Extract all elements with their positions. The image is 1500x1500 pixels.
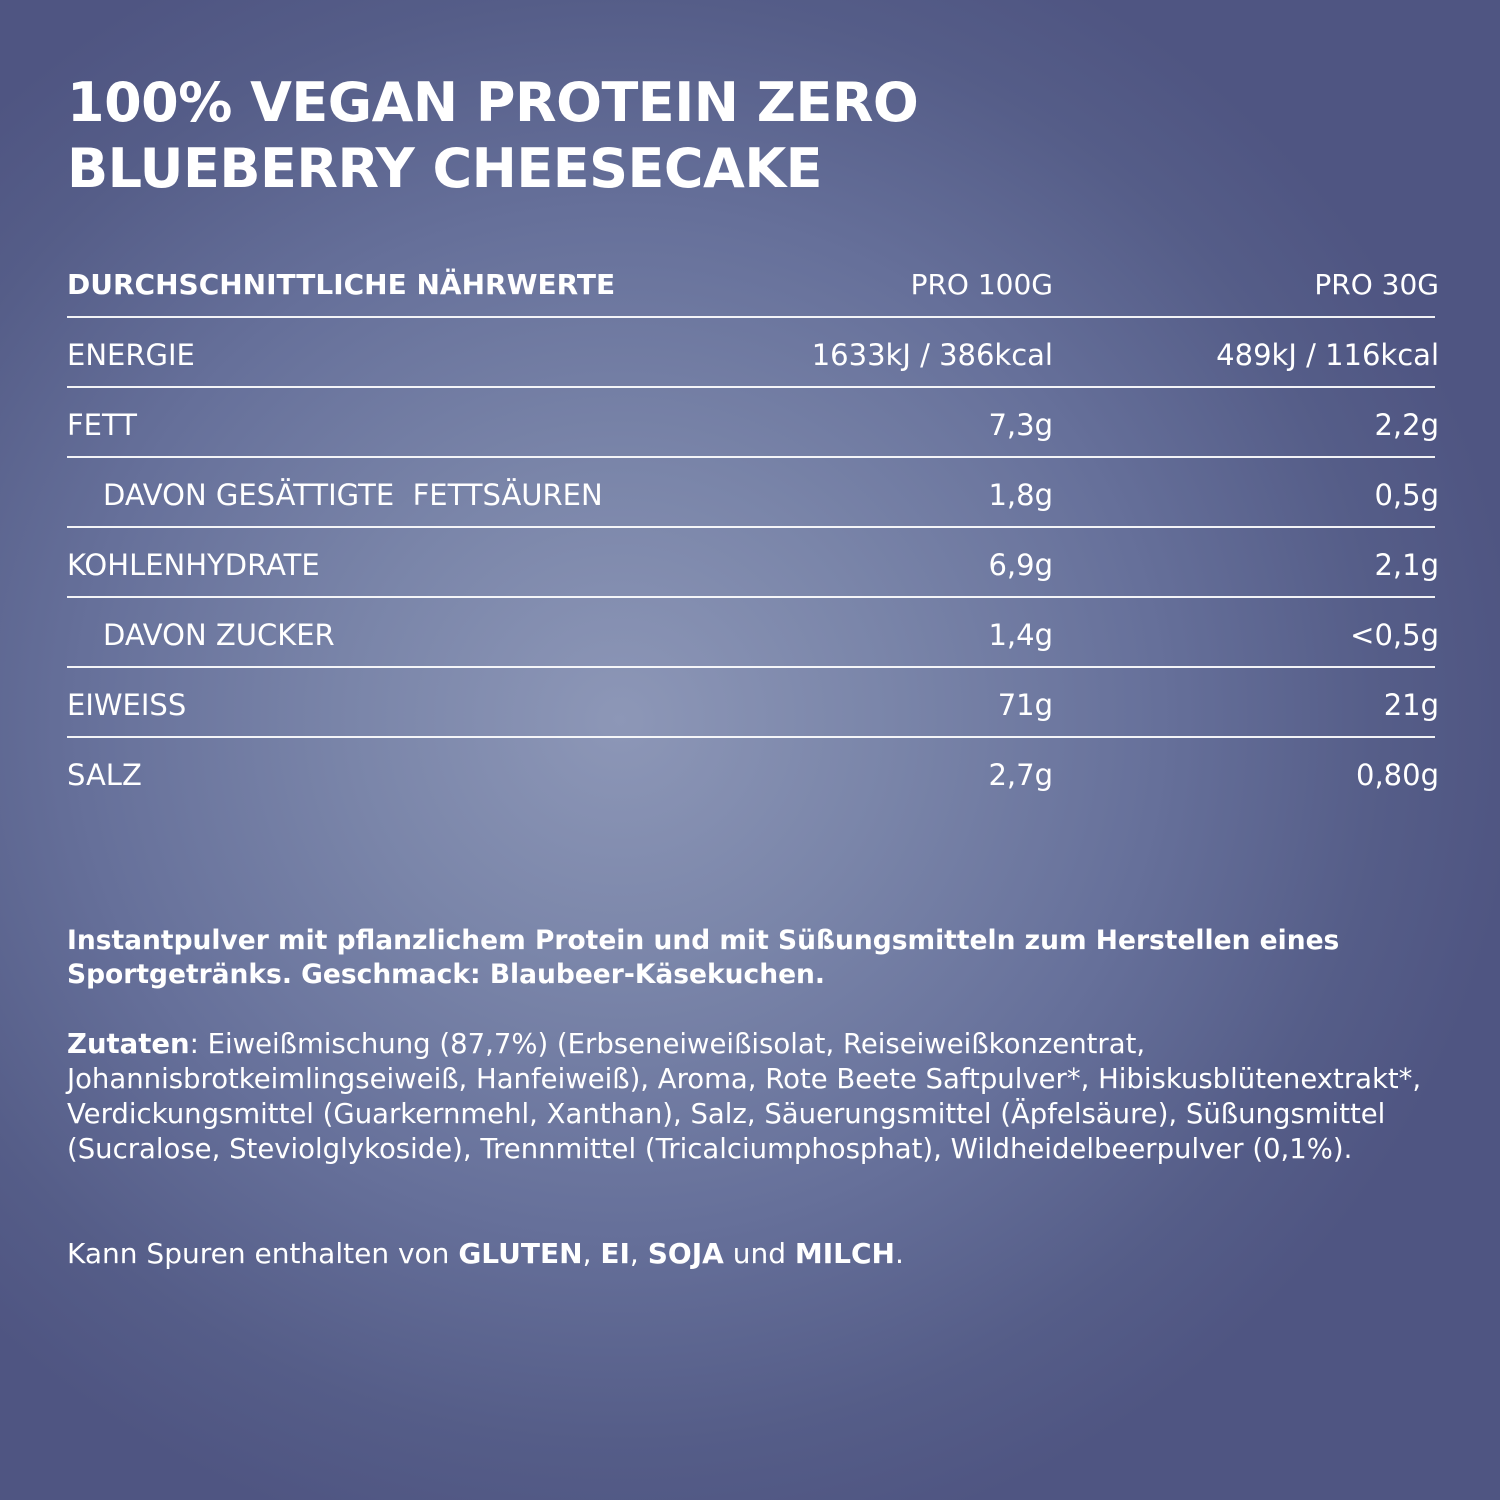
ingredients-label: Zutaten (67, 1028, 190, 1060)
row-label: FETT (67, 408, 137, 442)
row-value-per-100g: 1,4g (988, 618, 1053, 652)
nutrition-row-kohlenhydrate: KOHLENHYDRATE 6,9g 2,1g (67, 528, 1439, 598)
row-value-per-30g: 0,5g (1374, 478, 1439, 512)
nutrition-row-salz: SALZ 2,7g 0,80g (67, 738, 1439, 808)
row-value-per-100g: 7,3g (988, 408, 1053, 442)
product-title-line1: 100% VEGAN PROTEIN ZERO (67, 71, 919, 134)
nutrition-table: DURCHSCHNITTLICHE NÄHRWERTE PRO 100G PRO… (67, 248, 1439, 808)
row-label: KOHLENHYDRATE (67, 548, 320, 582)
allergen-suffix: . (894, 1237, 904, 1270)
nutrition-row-eiweiss: EIWEISS 71g 21g (67, 668, 1439, 738)
row-label: DAVON GESÄTTIGTE FETTSÄUREN (103, 478, 603, 512)
row-value-per-100g: 6,9g (988, 548, 1053, 582)
row-value-per-30g: 2,2g (1374, 408, 1439, 442)
row-label: ENERGIE (67, 338, 195, 372)
header-per-30g: PRO 30G (1314, 268, 1439, 301)
row-value-per-100g: 2,7g (988, 758, 1053, 792)
row-value-per-100g: 71g (997, 688, 1053, 722)
allergen-notice: Kann Spuren enthalten von GLUTEN, EI, SO… (67, 1236, 1447, 1272)
product-description: Instantpulver mit pflanzlichem Protein u… (67, 925, 1340, 990)
row-value-per-30g: 2,1g (1374, 548, 1439, 582)
allergen-soja: SOJA (647, 1237, 724, 1270)
row-label: DAVON ZUCKER (103, 618, 335, 652)
ingredients-list: : Eiweißmischung (87,7%) (Erbseneiweißis… (67, 1028, 1422, 1165)
row-label: EIWEISS (67, 688, 187, 722)
nutrition-row-zucker: DAVON ZUCKER 1,4g <0,5g (67, 598, 1439, 668)
allergen-prefix: Kann Spuren enthalten von (67, 1237, 459, 1270)
row-value-per-100g: 1633kJ / 386kcal (811, 338, 1053, 372)
allergen-gluten: GLUTEN (458, 1237, 583, 1270)
nutrition-row-fett: FETT 7,3g 2,2g (67, 388, 1439, 458)
allergen-ei: EI (600, 1237, 630, 1270)
row-value-per-30g: 489kJ / 116kcal (1216, 338, 1439, 372)
row-value-per-30g: 0,80g (1356, 758, 1439, 792)
product-title-line2: BLUEBERRY CHEESECAKE (67, 137, 823, 200)
ingredients-text: Zutaten: Eiweißmischung (87,7%) (Erbsene… (67, 1027, 1467, 1167)
header-label: DURCHSCHNITTLICHE NÄHRWERTE (67, 268, 616, 301)
row-value-per-30g: <0,5g (1350, 618, 1439, 652)
row-label: SALZ (67, 758, 142, 792)
allergen-separator: , (582, 1237, 601, 1270)
header-per-100g: PRO 100G (910, 268, 1053, 301)
allergen-separator: , (629, 1237, 648, 1270)
nutrition-row-energie: ENERGIE 1633kJ / 386kcal 489kJ / 116kcal (67, 318, 1439, 388)
nutrition-row-gesaettigte-fettsaeuren: DAVON GESÄTTIGTE FETTSÄUREN 1,8g 0,5g (67, 458, 1439, 528)
allergen-milch: MILCH (794, 1237, 895, 1270)
nutrition-table-header: DURCHSCHNITTLICHE NÄHRWERTE PRO 100G PRO… (67, 248, 1439, 318)
product-title: 100% VEGAN PROTEIN ZERO BLUEBERRY CHEESE… (67, 70, 919, 202)
row-value-per-100g: 1,8g (988, 478, 1053, 512)
row-value-per-30g: 21g (1383, 688, 1439, 722)
allergen-separator: und (723, 1237, 795, 1270)
